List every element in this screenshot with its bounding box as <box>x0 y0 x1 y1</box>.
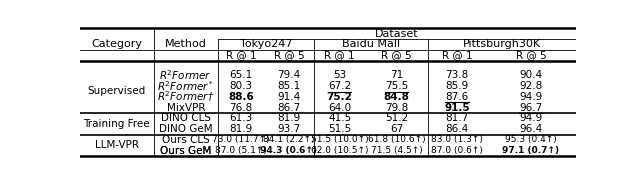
Text: 90.4: 90.4 <box>520 70 543 80</box>
Text: R @ 1: R @ 1 <box>225 50 256 60</box>
Text: 76.8: 76.8 <box>229 102 252 113</box>
Text: 73.8: 73.8 <box>445 70 468 80</box>
Text: 91.4: 91.4 <box>277 92 301 102</box>
Text: 95.3 (0.4↑): 95.3 (0.4↑) <box>505 135 557 144</box>
Text: 67: 67 <box>390 124 403 134</box>
Text: 91.5: 91.5 <box>444 102 470 113</box>
Text: 87.6: 87.6 <box>445 92 468 102</box>
Text: 64.0: 64.0 <box>328 102 351 113</box>
Text: Pittsburgh30K: Pittsburgh30K <box>463 39 541 49</box>
Text: R @ 5: R @ 5 <box>516 50 547 60</box>
Text: 88.6: 88.6 <box>228 92 253 102</box>
Text: 67.2: 67.2 <box>328 81 351 91</box>
Text: R @ 1: R @ 1 <box>442 50 472 60</box>
Text: 86.7: 86.7 <box>277 102 301 113</box>
Text: Baidu Mall: Baidu Mall <box>342 39 400 49</box>
Text: 79.8: 79.8 <box>385 102 408 113</box>
Text: R @ 5: R @ 5 <box>273 50 304 60</box>
Text: Ours CLS: Ours CLS <box>162 135 210 145</box>
Text: 84.1 (2.2↑): 84.1 (2.2↑) <box>263 135 315 144</box>
Text: 85.9: 85.9 <box>445 81 468 91</box>
Text: 83.0 (1.3↑): 83.0 (1.3↑) <box>431 135 483 144</box>
Text: Supervised: Supervised <box>88 86 146 96</box>
Text: 85.1: 85.1 <box>277 81 301 91</box>
Text: 62.0 (10.5↑): 62.0 (10.5↑) <box>311 146 369 155</box>
Text: 80.3: 80.3 <box>229 81 252 91</box>
Text: 71.5 (4.5↑): 71.5 (4.5↑) <box>371 146 422 155</box>
Text: $R^2$Former†: $R^2$Former† <box>157 90 214 104</box>
Text: 96.4: 96.4 <box>520 124 543 134</box>
Text: 61.3: 61.3 <box>229 113 252 123</box>
Text: 65.1: 65.1 <box>229 70 252 80</box>
Text: LLM-VPR: LLM-VPR <box>95 140 139 150</box>
Text: 94.9: 94.9 <box>520 92 543 102</box>
Text: 87.0 (0.6↑): 87.0 (0.6↑) <box>431 146 483 155</box>
Text: Training Free: Training Free <box>83 119 150 129</box>
Text: 86.4: 86.4 <box>445 124 468 134</box>
Text: 71: 71 <box>390 70 403 80</box>
Text: 92.8: 92.8 <box>520 81 543 91</box>
Text: $R^2$Former$^*$: $R^2$Former$^*$ <box>157 79 214 93</box>
Text: Ours GeM: Ours GeM <box>160 146 211 156</box>
Text: 61.8 (10.6↑): 61.8 (10.6↑) <box>368 135 426 144</box>
Text: 96.7: 96.7 <box>520 102 543 113</box>
Text: 51.5: 51.5 <box>328 124 351 134</box>
Text: 94.9: 94.9 <box>520 113 543 123</box>
Text: Ours GeM: Ours GeM <box>160 146 211 156</box>
Text: 75.2: 75.2 <box>326 92 353 102</box>
Text: 93.7: 93.7 <box>277 124 301 134</box>
Text: DINO CLS: DINO CLS <box>161 113 211 123</box>
Text: 53: 53 <box>333 70 346 80</box>
Text: Category: Category <box>92 39 142 49</box>
Text: R @ 1: R @ 1 <box>324 50 355 60</box>
Text: 81.9: 81.9 <box>277 113 301 123</box>
Text: 97.1 (0.7↑): 97.1 (0.7↑) <box>502 146 559 155</box>
Text: Ours GeM: Ours GeM <box>0 183 1 184</box>
Text: R @ 5: R @ 5 <box>381 50 412 60</box>
Text: 41.5: 41.5 <box>328 113 351 123</box>
Text: 81.9: 81.9 <box>229 124 252 134</box>
Text: DINO GeM: DINO GeM <box>159 124 212 134</box>
Text: MixVPR: MixVPR <box>166 102 205 113</box>
Text: 84.8: 84.8 <box>383 92 410 102</box>
Text: Tokyo247: Tokyo247 <box>240 39 292 49</box>
Text: Dataset: Dataset <box>375 29 419 39</box>
Text: 51.2: 51.2 <box>385 113 408 123</box>
Text: 87.0 (5.1↑): 87.0 (5.1↑) <box>215 146 267 155</box>
Text: 75.5: 75.5 <box>385 81 408 91</box>
Text: 81.7: 81.7 <box>445 113 468 123</box>
Text: 73.0 (11.7↑): 73.0 (11.7↑) <box>212 135 269 144</box>
Text: Method: Method <box>165 39 207 49</box>
Text: 94.3 (0.6↑): 94.3 (0.6↑) <box>260 146 317 155</box>
Text: 51.5 (10.0↑): 51.5 (10.0↑) <box>311 135 369 144</box>
Text: $R^2$Former: $R^2$Former <box>159 68 212 82</box>
Text: 79.4: 79.4 <box>277 70 301 80</box>
